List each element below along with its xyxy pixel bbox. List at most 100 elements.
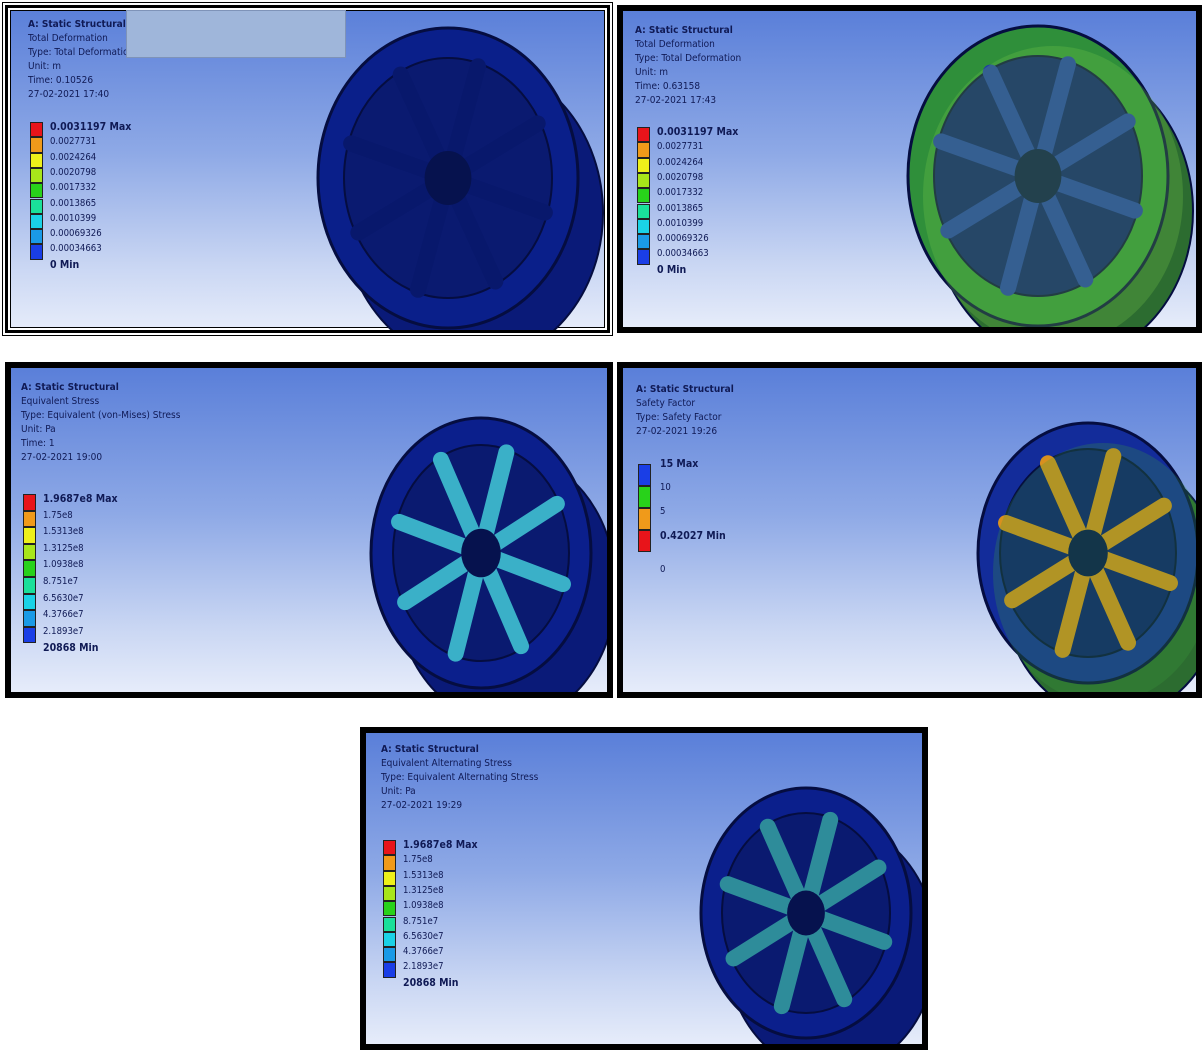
legend-color <box>30 244 43 260</box>
legend-label: 0.0031197 Max <box>657 126 739 138</box>
legend-label: 0 <box>660 564 666 575</box>
legend-color <box>637 249 650 265</box>
legend-label: 1.3125e8 <box>43 542 84 554</box>
legend-color <box>383 931 396 948</box>
header-line: Total Deformation <box>635 39 715 50</box>
header-line: A: Static Structural <box>381 744 479 755</box>
header-line: 27-02-2021 17:43 <box>635 95 717 106</box>
legend-color <box>383 901 396 917</box>
wheel-hub <box>1068 529 1108 577</box>
header-line: Type: Total Deformation <box>28 47 135 58</box>
legend-label: 4.3766e7 <box>43 609 84 621</box>
legend-label: 0.00034663 <box>657 248 709 260</box>
legend-label: 0.00069326 <box>50 228 102 240</box>
result-panel: A: Static Structural Total Deformation Typ… <box>617 5 1202 333</box>
legend-color <box>637 157 650 173</box>
legend-label: 1.3125e8 <box>403 884 444 896</box>
header-line: 27-02-2021 17:40 <box>28 89 110 100</box>
legend-color <box>23 626 36 644</box>
legend-label: 6.5630e7 <box>43 592 84 604</box>
legend-color <box>638 486 651 508</box>
legend-color <box>638 530 651 552</box>
wheel-tint <box>993 443 1196 692</box>
header-line: Unit: Pa <box>381 786 416 797</box>
header-line: 27-02-2021 19:26 <box>636 426 718 437</box>
header-line: 27-02-2021 19:00 <box>21 452 103 463</box>
legend-label: 0.0020798 <box>657 171 704 183</box>
legend-label: 10 <box>660 482 671 493</box>
header-line: Equivalent Alternating Stress <box>381 758 512 769</box>
model-view <box>976 421 1196 692</box>
legend-color <box>30 137 43 153</box>
legend-label: 1.75e8 <box>403 854 433 866</box>
legend-label: 0.0027731 <box>50 136 97 148</box>
model-view <box>699 786 922 1044</box>
legend-label: 0.0013865 <box>50 197 97 209</box>
legend-color <box>30 198 43 214</box>
legend-color <box>637 142 650 158</box>
legend-label: 8.751e7 <box>43 576 79 587</box>
legend-color <box>23 560 36 577</box>
overlay-box <box>126 10 346 58</box>
header-line: Total Deformation <box>28 33 108 44</box>
wheel-hub <box>787 890 825 936</box>
header-line: Type: Equivalent (von-Mises) Stress <box>21 410 181 421</box>
legend-color <box>637 234 650 250</box>
legend-color <box>637 203 650 219</box>
legend-color <box>383 870 396 886</box>
header-line: 27-02-2021 19:29 <box>381 800 463 811</box>
legend-label: 2.1893e7 <box>403 961 444 973</box>
legend-color <box>30 167 43 184</box>
wheel-hub <box>1014 149 1062 203</box>
legend-label: 1.9687e8 Max <box>403 839 478 851</box>
legend-label: 8.751e7 <box>403 915 439 927</box>
header-line: Unit: m <box>635 67 668 78</box>
legend-label: 0.0010399 <box>50 212 97 224</box>
legend-label: 1.9687e8 Max <box>43 493 118 505</box>
legend-color <box>23 543 36 561</box>
legend-label: 0.0024264 <box>50 151 97 163</box>
legend-label: 0.0027731 <box>657 141 704 153</box>
result-panel: A: Static Structural Equivalent Stress Typ… <box>5 362 613 698</box>
wheel-hub <box>424 151 472 205</box>
legend-label: 0 Min <box>50 258 80 271</box>
legend-label: 0.00034663 <box>50 243 102 255</box>
result-panel: A: Static Structural Safety Factor Type: S… <box>617 362 1202 698</box>
legend-label: 0.0031197 Max <box>50 121 132 133</box>
legend-label: 0.0017332 <box>657 187 704 199</box>
header-line: A: Static Structural <box>635 25 733 36</box>
legend-label: 4.3766e7 <box>403 946 444 958</box>
legend-label: 0.0024264 <box>657 156 704 168</box>
legend-color <box>383 947 396 963</box>
legend-color <box>637 188 650 204</box>
header-line: Safety Factor <box>636 398 696 409</box>
legend-color <box>30 229 43 245</box>
wheel-hub <box>461 528 501 578</box>
header-line: A: Static Structural <box>636 384 734 395</box>
header-line: Unit: Pa <box>21 424 56 435</box>
header-line: Type: Equivalent Alternating Stress <box>381 772 539 783</box>
legend-label: 1.5313e8 <box>403 869 444 881</box>
legend-color <box>383 962 396 978</box>
legend-color <box>383 916 396 932</box>
legend-color <box>383 840 396 856</box>
legend-color <box>638 508 651 530</box>
legend-color <box>30 152 43 168</box>
legend-color <box>23 610 36 627</box>
result-panel: A: Static Structural Total Deformation Typ… <box>2 2 613 336</box>
result-panel: A: Static Structural Equivalent Alternati… <box>360 727 928 1050</box>
header-line: Unit: m <box>28 61 61 72</box>
legend-label: 0.0020798 <box>50 166 97 178</box>
legend-label: 20868 Min <box>403 976 459 989</box>
header-line: Type: Total Deformation <box>635 53 742 64</box>
model-view <box>369 416 607 692</box>
legend-color <box>30 213 43 230</box>
legend-label: 1.75e8 <box>43 509 73 521</box>
header-line: Equivalent Stress <box>21 396 100 407</box>
header-line: Time: 0.63158 <box>635 81 701 92</box>
legend-label: 2.1893e7 <box>43 625 84 637</box>
model-view <box>316 26 604 330</box>
legend-color <box>383 855 396 871</box>
header-line: A: Static Structural <box>21 382 119 393</box>
